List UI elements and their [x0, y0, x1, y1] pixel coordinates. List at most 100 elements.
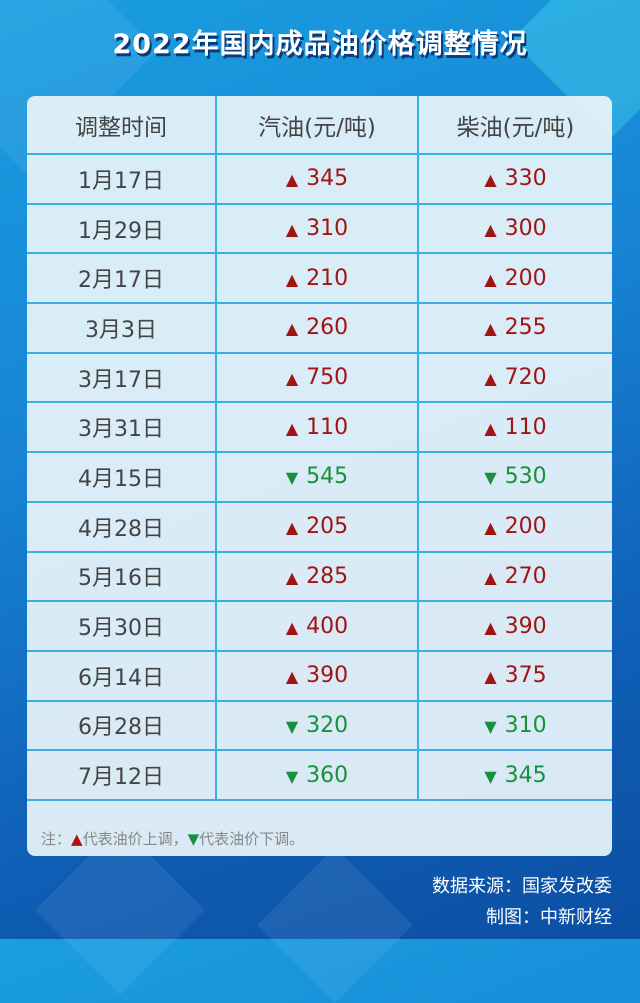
down-arrow-icon: ▼: [484, 766, 497, 786]
diesel-value: 200: [504, 265, 547, 291]
date-cell: 1月29日: [27, 202, 217, 255]
gasoline-value: 210: [306, 265, 349, 291]
gasoline-value: 110: [306, 414, 349, 440]
diesel-value: 200: [504, 514, 547, 540]
diesel-value: 345: [504, 762, 547, 788]
gasoline-cell: ▲ 110: [215, 401, 419, 454]
note-prefix: 注：: [41, 830, 72, 848]
gasoline-value: 400: [306, 613, 349, 639]
diesel-value: 110: [504, 414, 547, 440]
diesel-cell: ▲ 200: [417, 252, 612, 305]
gasoline-cell: ▼ 360: [215, 749, 419, 801]
up-arrow-icon: ▲: [484, 667, 497, 687]
diesel-cell: ▲ 110: [417, 401, 612, 454]
up-arrow-icon: ▲: [285, 369, 299, 389]
up-arrow-icon: ▲: [484, 220, 497, 240]
gasoline-value: 320: [306, 712, 349, 738]
table-row: 3月17日 ▲ 750 ▲ 720: [27, 351, 612, 404]
diesel-cell: ▲ 330: [417, 153, 612, 205]
gasoline-value: 545: [306, 464, 349, 490]
diesel-value: 330: [504, 166, 547, 192]
up-arrow-icon: ▲: [285, 567, 299, 587]
diesel-cell: ▼ 530: [417, 451, 612, 503]
diesel-value: 375: [504, 663, 547, 689]
diesel-cell: ▲ 720: [417, 351, 612, 404]
table-row: 5月30日 ▲ 400 ▲ 390: [27, 600, 612, 652]
gasoline-value: 260: [306, 315, 349, 341]
table-row: 3月31日 ▲ 110 ▲ 110: [27, 401, 612, 454]
gasoline-value: 205: [306, 514, 349, 540]
gasoline-cell: ▲ 285: [215, 550, 419, 603]
up-arrow-icon: ▲: [484, 319, 497, 339]
table-row: 1月17日 ▲ 345 ▲ 330: [27, 153, 612, 205]
column-header: 调整时间: [27, 96, 217, 155]
diesel-value: 390: [504, 613, 547, 639]
diesel-cell: ▲ 390: [417, 600, 612, 652]
table-row: 4月28日 ▲ 205 ▲ 200: [27, 500, 612, 553]
date-cell: 4月15日: [27, 451, 217, 503]
down-arrow-icon: ▼: [285, 468, 299, 488]
date-cell: 6月14日: [27, 649, 217, 702]
up-arrow-icon: ▲: [71, 830, 83, 848]
date-cell: 4月28日: [27, 500, 217, 553]
gasoline-cell: ▲ 400: [215, 600, 419, 652]
table-row: 6月28日 ▼ 320 ▼ 310: [27, 699, 612, 752]
table-row: 2月17日 ▲ 210 ▲ 200: [27, 252, 612, 305]
table-row: 5月16日 ▲ 285 ▲ 270: [27, 550, 612, 603]
up-arrow-icon: ▲: [285, 269, 299, 289]
table-row: 7月12日 ▼ 360 ▼ 345: [27, 749, 612, 801]
gasoline-value: 310: [306, 216, 349, 242]
date-cell: 2月17日: [27, 252, 217, 305]
note-down-text: 代表油价下调。: [199, 830, 305, 848]
diesel-value: 300: [504, 216, 547, 242]
date-cell: 3月3日: [27, 302, 217, 354]
gasoline-cell: ▲ 750: [215, 351, 419, 404]
gasoline-cell: ▼ 320: [215, 699, 419, 752]
data-source: 数据来源：国家发改委: [432, 876, 612, 897]
up-arrow-icon: ▲: [484, 269, 497, 289]
date-cell: 3月17日: [27, 351, 217, 404]
gasoline-value: 390: [306, 663, 349, 689]
up-arrow-icon: ▲: [285, 617, 299, 637]
diesel-value: 310: [504, 712, 547, 738]
up-arrow-icon: ▲: [484, 369, 497, 389]
gasoline-cell: ▲ 210: [215, 252, 419, 305]
up-arrow-icon: ▲: [484, 170, 497, 190]
diesel-value: 530: [504, 464, 547, 490]
price-table: 调整时间 汽油(元/吨) 柴油(元/吨) 1月17日 ▲ 345 ▲ 330 1月29日 ▲ 31…: [27, 96, 612, 801]
gasoline-cell: ▼ 545: [215, 451, 419, 503]
date-cell: 5月30日: [27, 600, 217, 652]
diesel-cell: ▲ 200: [417, 500, 612, 553]
gasoline-value: 360: [306, 762, 349, 788]
up-arrow-icon: ▲: [285, 220, 299, 240]
table-row: 1月29日 ▲ 310 ▲ 300: [27, 202, 612, 255]
diesel-cell: ▲ 270: [417, 550, 612, 603]
diesel-cell: ▼ 310: [417, 699, 612, 752]
table-card: 调整时间 汽油(元/吨) 柴油(元/吨) 1月17日 ▲ 345 ▲ 330 1月29日 ▲ 31…: [27, 96, 612, 856]
table-row: 3月3日 ▲ 260 ▲ 255: [27, 302, 612, 354]
down-arrow-icon: ▼: [484, 468, 497, 488]
down-arrow-icon: ▼: [187, 830, 200, 848]
gasoline-value: 750: [306, 365, 349, 391]
date-cell: 6月28日: [27, 699, 217, 752]
gasoline-cell: ▲ 390: [215, 649, 419, 702]
gasoline-value: 345: [306, 166, 349, 192]
diesel-cell: ▲ 255: [417, 302, 612, 354]
page-title: 2022年国内成品油价格调整情况: [112, 29, 528, 60]
credit: 制图：中新财经: [486, 907, 612, 928]
diesel-value: 255: [504, 315, 547, 341]
date-cell: 7月12日: [27, 749, 217, 801]
up-arrow-icon: ▲: [484, 518, 497, 538]
gasoline-cell: ▲ 345: [215, 153, 419, 205]
up-arrow-icon: ▲: [484, 617, 497, 637]
gasoline-cell: ▲ 260: [215, 302, 419, 354]
up-arrow-icon: ▲: [285, 667, 299, 687]
diesel-value: 270: [504, 563, 547, 589]
diesel-value: 720: [504, 365, 547, 391]
down-arrow-icon: ▼: [285, 716, 299, 736]
gasoline-cell: ▲ 310: [215, 202, 419, 255]
down-arrow-icon: ▼: [285, 766, 299, 786]
table-row: 4月15日 ▼ 545 ▼ 530: [27, 451, 612, 503]
date-cell: 1月17日: [27, 153, 217, 205]
diesel-cell: ▼ 345: [417, 749, 612, 801]
